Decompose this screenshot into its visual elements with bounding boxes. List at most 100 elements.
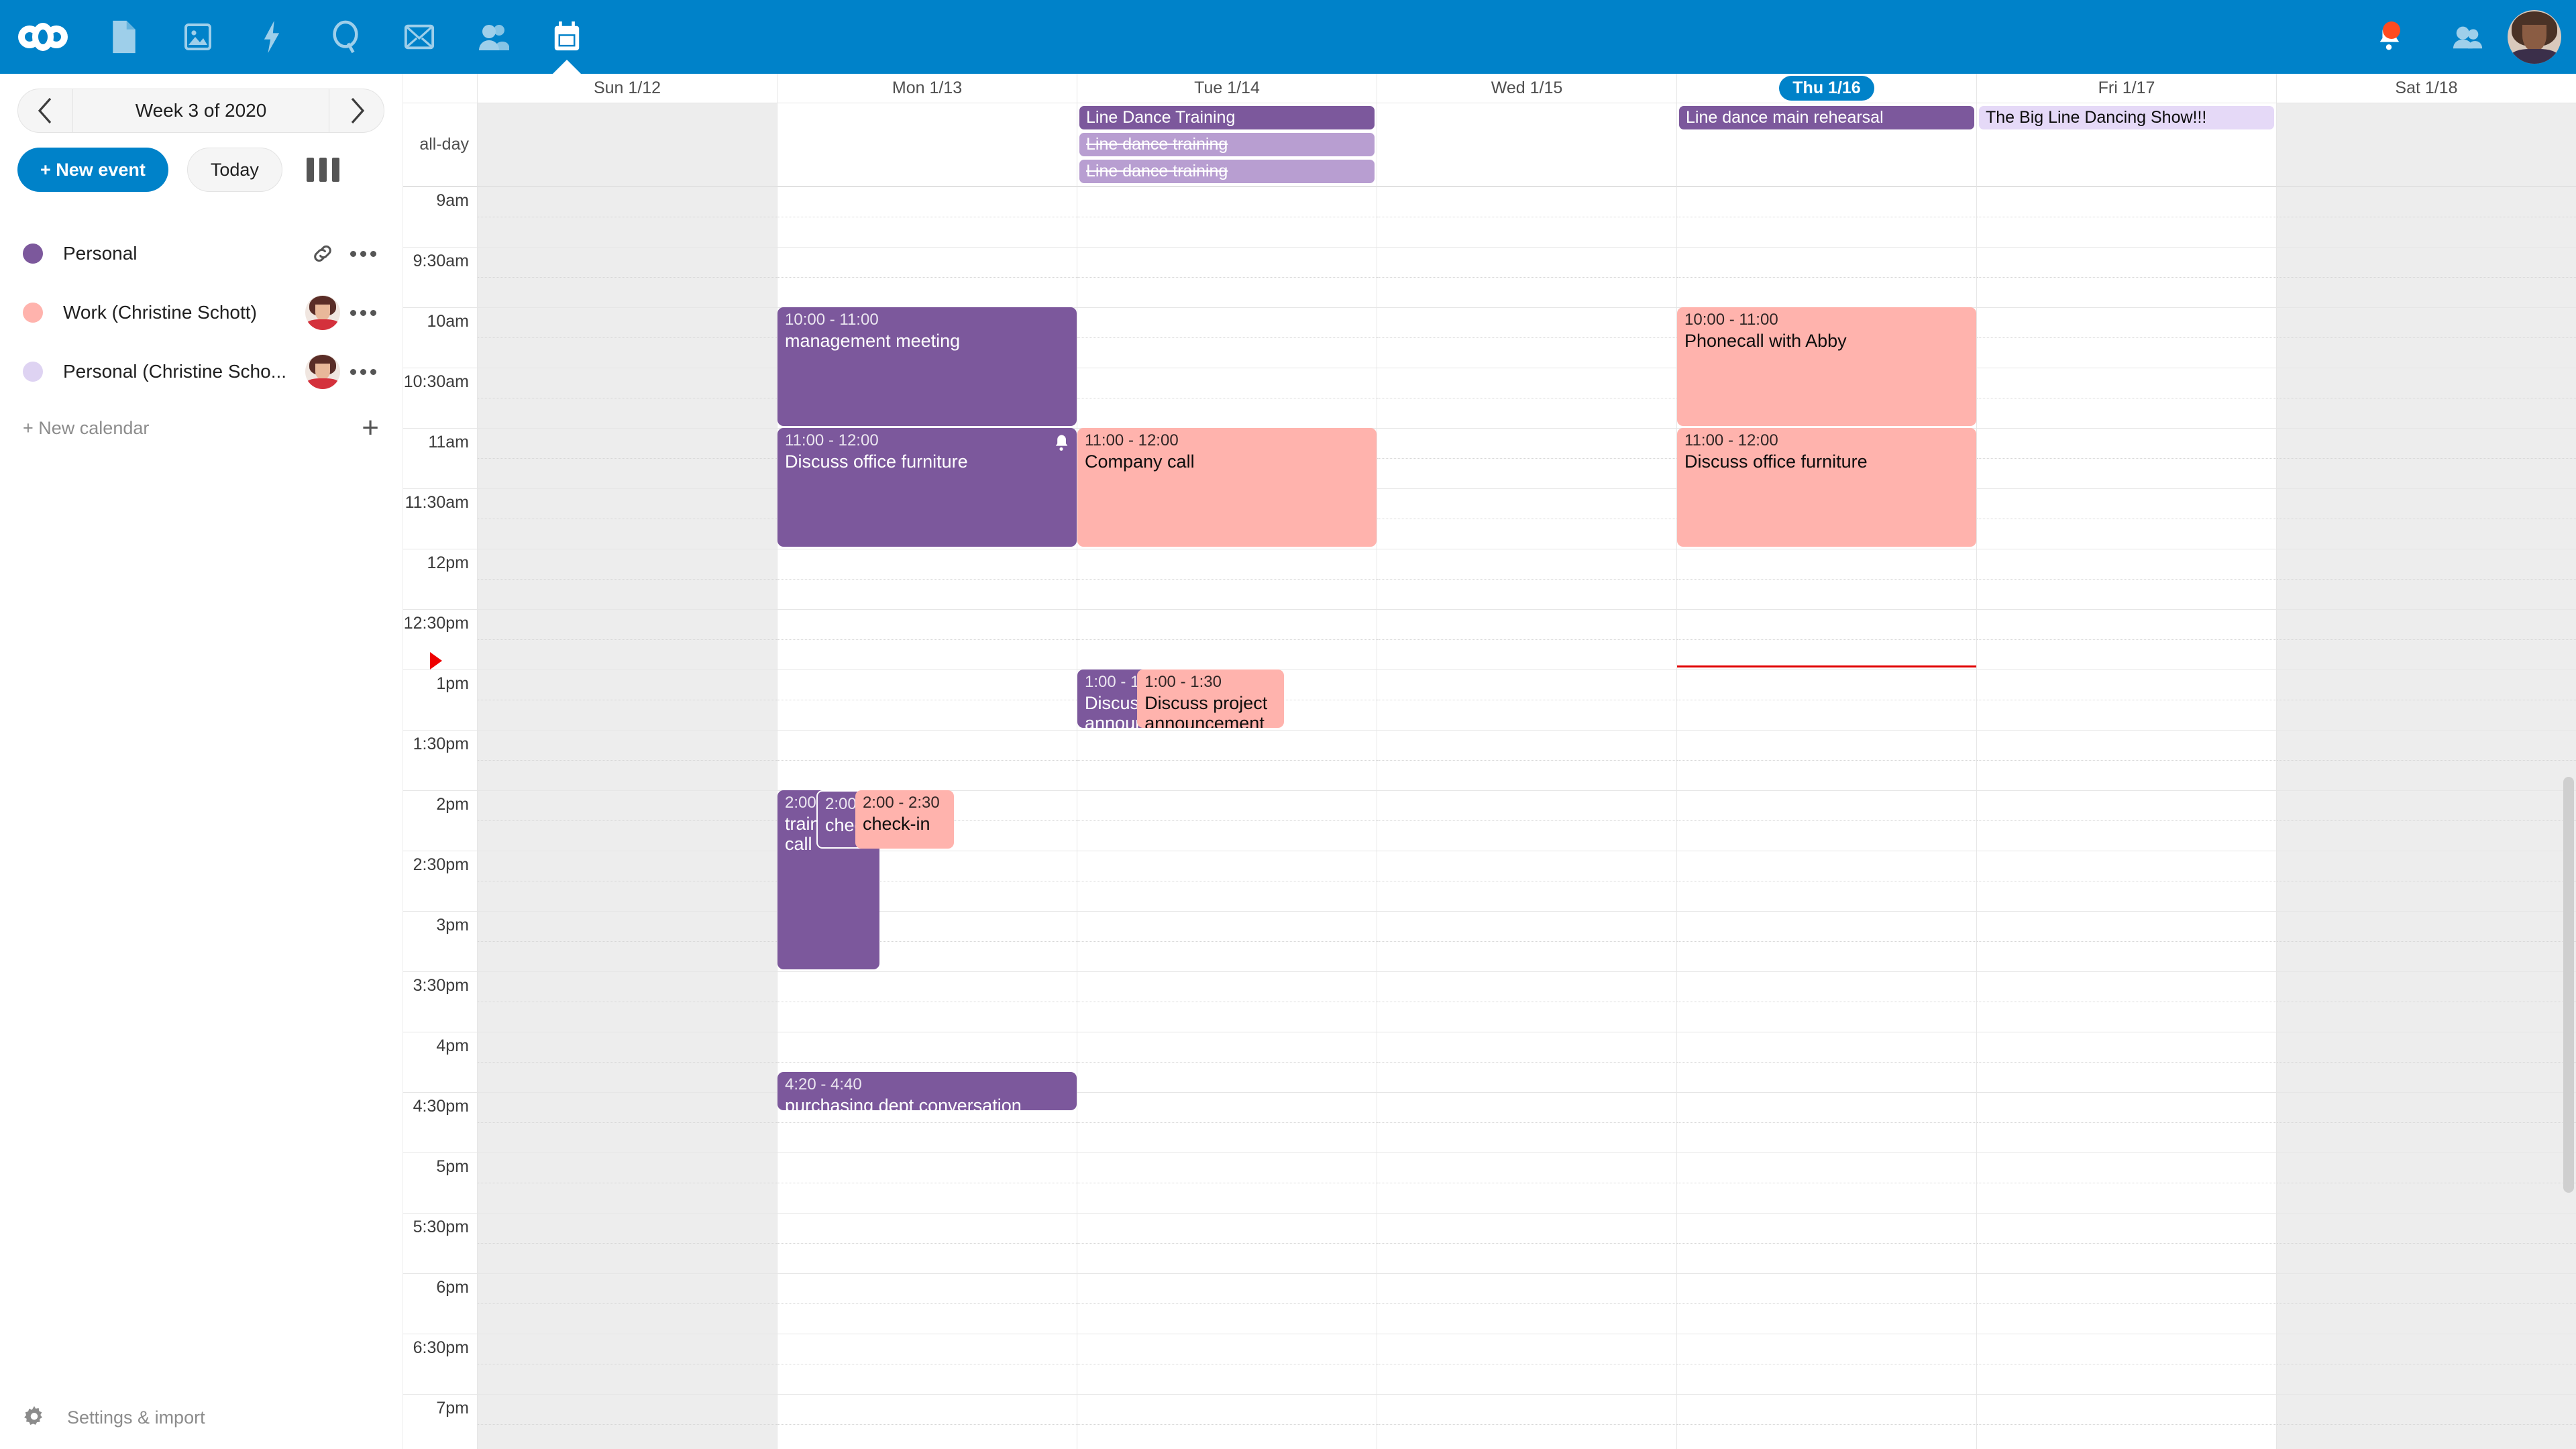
calendar-event[interactable]: 11:00 - 12:00 Company call xyxy=(1077,428,1377,547)
grid-half-line xyxy=(1377,277,1676,278)
day-header-label: Tue 1/14 xyxy=(1194,78,1260,97)
day-column-thu[interactable]: 10:00 - 11:00 Phonecall with Abby 11:00 - … xyxy=(1676,186,1976,1449)
grid-half-line xyxy=(1677,639,1976,640)
plus-icon[interactable]: + xyxy=(362,411,379,444)
calendar-item-work-christine-schott[interactable]: Work (Christine Schott) xyxy=(0,283,402,342)
all-day-event[interactable]: Line dance training xyxy=(1079,160,1375,183)
day-header-wed[interactable]: Wed 1/15 xyxy=(1377,74,1676,103)
calendar-more-icon[interactable] xyxy=(341,368,384,375)
nav-mail[interactable] xyxy=(382,0,456,74)
day-header-thu-today[interactable]: Thu 1/16 xyxy=(1676,74,1976,103)
avatar-body xyxy=(2512,49,2557,64)
calendar-item-personal-christine-schott[interactable]: Personal (Christine Scho... xyxy=(0,342,402,401)
day-header-mon[interactable]: Mon 1/13 xyxy=(777,74,1077,103)
next-week-button[interactable] xyxy=(329,89,384,132)
calendar-event[interactable]: 11:00 - 12:00 Discuss office furniture xyxy=(777,428,1077,547)
new-calendar-label[interactable]: + New calendar xyxy=(23,417,150,438)
all-day-cell-thu[interactable]: Line dance main rehearsal xyxy=(1676,103,1976,186)
grid-half-line xyxy=(478,760,777,761)
nextcloud-logo[interactable] xyxy=(0,23,87,51)
event-time: 10:00 - 11:00 xyxy=(1684,311,1778,329)
calendar-event[interactable]: 11:00 - 12:00 Discuss office furniture xyxy=(1677,428,1976,547)
prev-week-button[interactable] xyxy=(18,89,73,132)
nav-activity[interactable] xyxy=(235,0,309,74)
all-day-cell-sun[interactable] xyxy=(477,103,777,186)
grid-hour-line xyxy=(1677,186,1976,187)
time-label: 9:30am xyxy=(413,252,469,270)
day-column-sun[interactable] xyxy=(477,186,777,1449)
nav-photos[interactable] xyxy=(161,0,235,74)
day-column-wed[interactable] xyxy=(1377,186,1676,1449)
vertical-scrollbar[interactable] xyxy=(2561,186,2576,1449)
calendar-event[interactable]: 10:00 - 11:00 management meeting xyxy=(777,307,1077,426)
day-header-fri[interactable]: Fri 1/17 xyxy=(1976,74,2276,103)
calendar-color-dot xyxy=(23,303,43,323)
grid-hour-line xyxy=(1077,790,1377,791)
all-day-event[interactable]: Line dance main rehearsal xyxy=(1679,106,1974,129)
nav-contacts[interactable] xyxy=(456,0,530,74)
scrollbar-thumb[interactable] xyxy=(2563,777,2574,1193)
grid-half-line xyxy=(777,1243,1077,1244)
nav-calendar[interactable] xyxy=(530,0,604,74)
all-day-event[interactable]: The Big Line Dancing Show!!! xyxy=(1979,106,2274,129)
link-icon[interactable] xyxy=(304,242,341,265)
grid-half-line xyxy=(1977,1424,2276,1425)
grid-hour-line xyxy=(1077,1213,1377,1214)
event-time: 10:00 - 11:00 xyxy=(785,311,879,329)
notifications-button[interactable] xyxy=(2349,0,2428,74)
grid-half-line xyxy=(2277,1303,2576,1304)
grid-hour-line xyxy=(1377,247,1676,248)
grid-hour-line xyxy=(1377,609,1676,610)
grid-half-line xyxy=(1077,639,1377,640)
grid-hour-line xyxy=(777,971,1077,972)
avatar xyxy=(305,354,340,389)
grid-half-line xyxy=(1077,1303,1377,1304)
grid-half-line xyxy=(2277,277,2576,278)
settings-and-import-button[interactable]: Settings & import xyxy=(0,1386,402,1449)
grid-half-line xyxy=(1677,579,1976,580)
nav-search[interactable] xyxy=(309,0,382,74)
grid-half-line xyxy=(2277,458,2576,459)
contacts-menu-button[interactable] xyxy=(2428,0,2508,74)
all-day-cell-tue[interactable]: Line Dance Training Line dance training … xyxy=(1077,103,1377,186)
all-day-event[interactable]: Line dance training xyxy=(1079,133,1375,156)
day-column-fri[interactable] xyxy=(1976,186,2276,1449)
grid-half-line xyxy=(1377,337,1676,338)
day-column-sat[interactable] xyxy=(2276,186,2576,1449)
today-button[interactable]: Today xyxy=(186,148,282,192)
calendar-item-personal[interactable]: Personal xyxy=(0,224,402,283)
calendar-more-icon[interactable] xyxy=(341,309,384,316)
grid-hour-line xyxy=(403,1273,477,1274)
grid-hour-line xyxy=(2277,669,2576,670)
grid-hour-line xyxy=(777,669,1077,670)
calendar-event[interactable]: 10:00 - 11:00 Phonecall with Abby xyxy=(1677,307,1976,426)
calendar-owner-avatar-icon[interactable] xyxy=(304,354,341,389)
grid-hour-line xyxy=(1377,1152,1676,1153)
day-header-tue[interactable]: Tue 1/14 xyxy=(1077,74,1377,103)
day-header-sat[interactable]: Sat 1/18 xyxy=(2276,74,2576,103)
time-label: 2:30pm xyxy=(413,855,469,874)
week-view-icon[interactable] xyxy=(306,158,339,182)
calendar-owner-avatar-icon[interactable] xyxy=(304,295,341,330)
all-day-cell-mon[interactable] xyxy=(777,103,1077,186)
grid-hour-line xyxy=(1677,669,1976,670)
calendar-event[interactable]: 4:20 - 4:40 purchasing dept conversation xyxy=(777,1072,1077,1110)
day-header-sun[interactable]: Sun 1/12 xyxy=(477,74,777,103)
nav-files[interactable] xyxy=(87,0,161,74)
all-day-cell-wed[interactable] xyxy=(1377,103,1676,186)
grid-hour-line xyxy=(1077,911,1377,912)
all-day-cell-fri[interactable]: The Big Line Dancing Show!!! xyxy=(1976,103,2276,186)
grid-hour-line xyxy=(403,307,477,308)
time-label: 3:30pm xyxy=(413,976,469,995)
grid-half-line xyxy=(777,1122,1077,1123)
all-day-event[interactable]: Line Dance Training xyxy=(1079,106,1375,129)
day-column-mon[interactable]: 10:00 - 11:00 management meeting 11:00 - 1… xyxy=(777,186,1077,1449)
new-event-button[interactable]: + New event xyxy=(17,148,168,192)
calendar-more-icon[interactable] xyxy=(341,250,384,257)
user-avatar[interactable] xyxy=(2508,10,2561,64)
time-label: 10:30am xyxy=(403,372,469,391)
day-column-tue[interactable]: 11:00 - 12:00 Company call 1:00 - 1:30 Disc… xyxy=(1077,186,1377,1449)
all-day-cell-sat[interactable] xyxy=(2276,103,2576,186)
